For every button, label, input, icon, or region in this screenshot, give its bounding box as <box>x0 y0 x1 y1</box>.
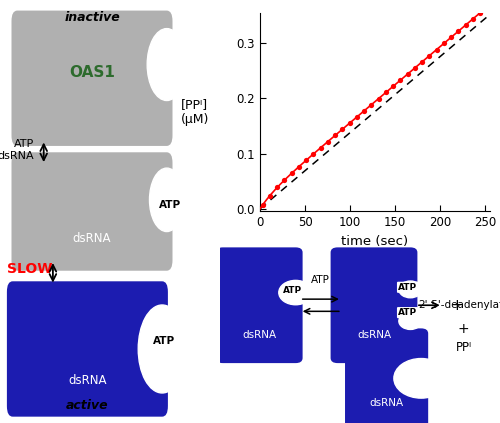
Text: dsRNA: dsRNA <box>357 330 391 340</box>
Text: dsRNA: dsRNA <box>73 232 111 245</box>
Circle shape <box>147 29 186 101</box>
FancyBboxPatch shape <box>330 247 418 363</box>
Text: dsRNA: dsRNA <box>68 374 106 387</box>
Text: +: + <box>458 321 469 335</box>
X-axis label: time (sec): time (sec) <box>342 235 408 248</box>
Text: ATP: ATP <box>398 283 417 292</box>
Text: dsRNA: dsRNA <box>242 330 276 340</box>
Y-axis label: [PPᴵ]
(μM): [PPᴵ] (μM) <box>180 98 209 126</box>
Text: ATP: ATP <box>312 275 330 285</box>
Text: ATP
dsRNA: ATP dsRNA <box>0 139 34 161</box>
Circle shape <box>394 359 448 398</box>
Text: ATP: ATP <box>154 335 176 346</box>
FancyBboxPatch shape <box>12 11 172 146</box>
Text: OAS1: OAS1 <box>69 65 115 80</box>
Text: SLOW: SLOW <box>7 261 52 276</box>
FancyBboxPatch shape <box>216 247 302 363</box>
FancyBboxPatch shape <box>7 281 168 417</box>
Circle shape <box>279 280 312 305</box>
Circle shape <box>138 305 186 393</box>
FancyBboxPatch shape <box>12 152 172 271</box>
FancyBboxPatch shape <box>345 328 428 423</box>
Text: ATP: ATP <box>159 200 182 210</box>
Text: +: + <box>450 298 463 313</box>
Text: ATP: ATP <box>283 286 302 295</box>
Circle shape <box>399 281 422 298</box>
Text: ATP: ATP <box>398 308 417 317</box>
Text: dsRNA: dsRNA <box>370 398 404 409</box>
Circle shape <box>150 168 184 231</box>
Text: PPᴵ: PPᴵ <box>456 341 471 354</box>
Text: 2'-5'-deadenylate: 2'-5'-deadenylate <box>418 300 500 310</box>
Text: inactive: inactive <box>64 11 120 24</box>
Circle shape <box>399 313 422 330</box>
Text: active: active <box>66 399 108 412</box>
